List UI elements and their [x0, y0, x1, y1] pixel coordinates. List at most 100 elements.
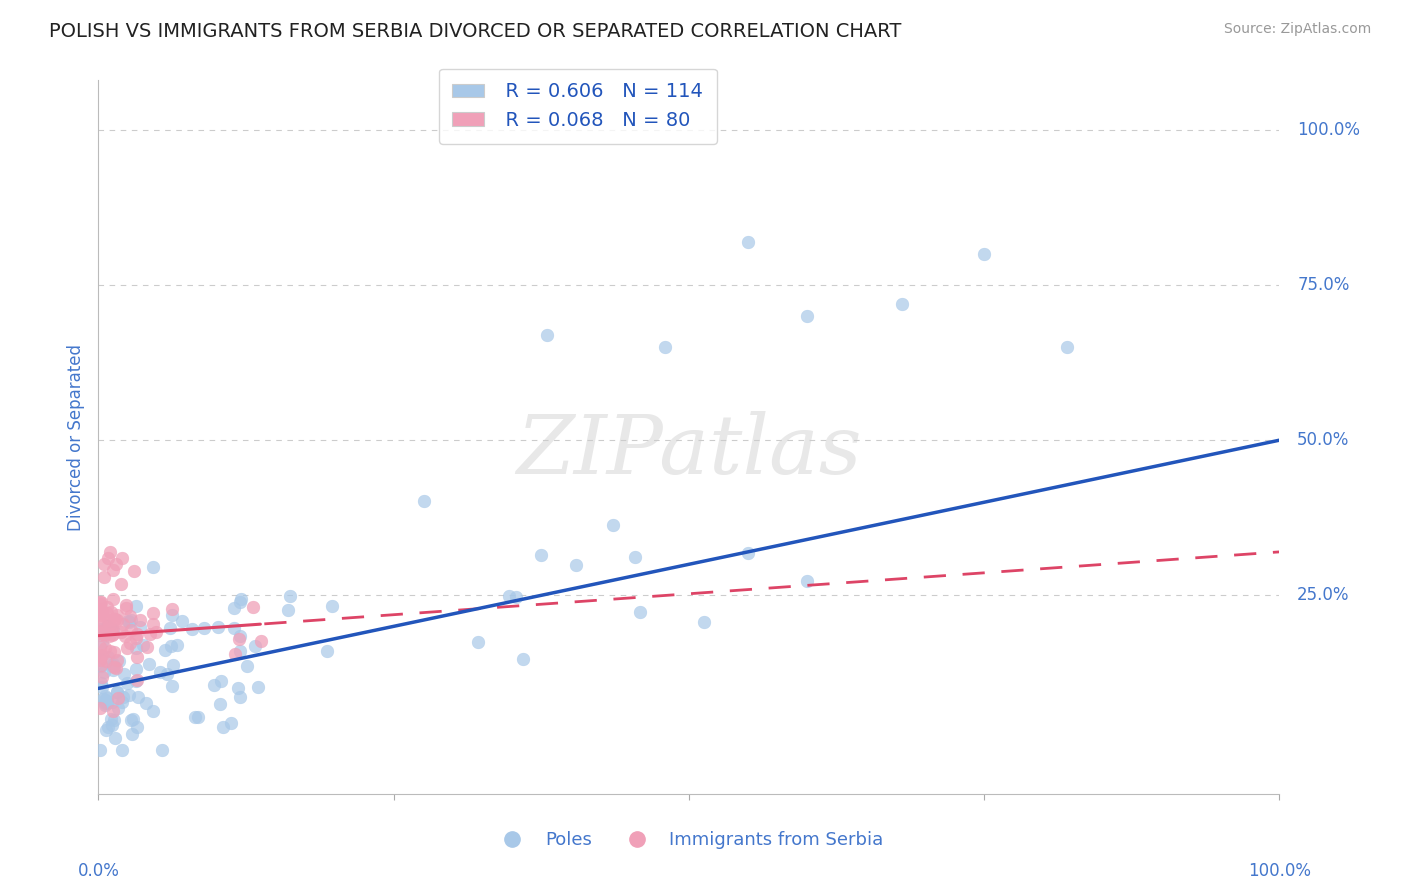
Point — [101, 695, 124, 709]
Point — [693, 615, 716, 629]
Point — [89, 622, 111, 636]
Point — [160, 602, 183, 616]
Point — [111, 743, 134, 757]
Point — [100, 718, 122, 732]
Point — [107, 613, 129, 627]
Point — [105, 684, 128, 698]
Point — [93, 665, 115, 680]
Point — [100, 644, 122, 658]
Point — [159, 621, 181, 635]
Point — [105, 661, 128, 675]
Point — [93, 628, 115, 642]
Point — [103, 704, 125, 718]
Point — [90, 626, 112, 640]
Point — [93, 696, 115, 710]
Point — [229, 644, 252, 658]
Point — [89, 597, 111, 611]
Point — [90, 601, 112, 615]
Point — [242, 599, 264, 614]
Point — [737, 546, 759, 560]
Point — [93, 627, 115, 641]
Point — [89, 648, 111, 662]
Point — [277, 603, 299, 617]
Point — [141, 559, 163, 574]
Point — [149, 665, 172, 679]
Point — [89, 743, 111, 757]
Point — [90, 628, 112, 642]
Point — [96, 695, 118, 709]
Point — [202, 678, 225, 692]
Point — [118, 615, 141, 629]
Point — [222, 621, 245, 635]
Point — [150, 743, 173, 757]
Point — [187, 710, 209, 724]
Point — [103, 659, 125, 673]
Text: ZIPatlas: ZIPatlas — [516, 411, 862, 491]
Point — [93, 626, 115, 640]
Point — [135, 696, 157, 710]
Point — [413, 494, 436, 508]
Text: 25.0%: 25.0% — [1298, 586, 1350, 604]
Text: 100.0%: 100.0% — [1249, 862, 1310, 880]
Point — [111, 551, 134, 566]
Point — [118, 688, 141, 702]
Point — [142, 606, 165, 620]
Point — [91, 605, 114, 619]
Point — [224, 648, 246, 662]
Point — [91, 648, 114, 663]
Point — [180, 622, 202, 636]
Point — [112, 666, 135, 681]
Point — [91, 670, 114, 684]
Point — [89, 625, 111, 640]
Point — [160, 608, 183, 623]
Point — [125, 641, 148, 656]
Point — [125, 599, 148, 614]
Point — [105, 558, 128, 572]
Point — [101, 628, 124, 642]
Point — [100, 713, 122, 727]
Point — [101, 621, 124, 635]
Point — [125, 673, 148, 687]
Point — [101, 592, 124, 607]
Point — [97, 617, 120, 632]
Point — [505, 590, 527, 604]
Point — [628, 605, 651, 619]
Point — [90, 616, 112, 631]
Point — [467, 635, 489, 649]
Point — [142, 617, 165, 632]
Point — [142, 704, 165, 718]
Point — [103, 612, 125, 626]
Y-axis label: Divorced or Separated: Divorced or Separated — [66, 343, 84, 531]
Point — [280, 589, 302, 603]
Point — [498, 589, 520, 603]
Point — [536, 327, 558, 342]
Point — [111, 695, 134, 709]
Point — [796, 574, 818, 589]
Point — [96, 600, 118, 615]
Point — [107, 654, 129, 668]
Point — [98, 621, 121, 635]
Point — [602, 518, 624, 533]
Point — [105, 608, 128, 623]
Point — [166, 638, 188, 652]
Point — [654, 340, 676, 354]
Point — [115, 601, 138, 615]
Point — [249, 634, 271, 648]
Point — [114, 629, 136, 643]
Point — [243, 639, 266, 653]
Point — [565, 558, 588, 572]
Legend: Poles, Immigrants from Serbia: Poles, Immigrants from Serbia — [486, 824, 891, 856]
Point — [93, 640, 115, 655]
Point — [127, 627, 149, 641]
Point — [1056, 340, 1078, 354]
Point — [101, 627, 124, 641]
Point — [96, 696, 118, 710]
Point — [91, 680, 114, 694]
Point — [228, 632, 250, 646]
Point — [211, 720, 233, 734]
Text: 100.0%: 100.0% — [1298, 121, 1360, 139]
Point — [90, 676, 112, 690]
Point — [208, 698, 231, 712]
Point — [90, 659, 112, 673]
Point — [96, 690, 118, 705]
